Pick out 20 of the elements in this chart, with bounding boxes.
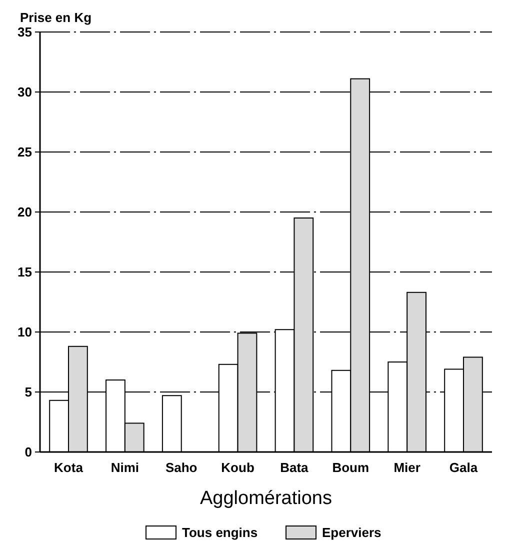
x-tick-label: Nimi — [110, 460, 140, 475]
y-axis-title: Prise en Kg — [20, 10, 92, 25]
x-axis-title: Agglomérations — [200, 488, 332, 509]
x-tick-label: Bata — [280, 460, 310, 475]
y-tick-label: 10 — [18, 324, 32, 340]
x-tick-label: Mier — [394, 460, 420, 475]
y-tick-label: 0 — [24, 444, 32, 460]
y-tick-label: 25 — [18, 144, 32, 160]
x-tick-label: Gala — [449, 460, 478, 475]
y-tick-label: 5 — [24, 384, 32, 400]
x-tick-label: Saho — [165, 460, 198, 475]
x-tick-label: Boum — [332, 460, 370, 475]
y-tick-label: 15 — [18, 264, 32, 280]
y-tick-label: 30 — [18, 84, 32, 100]
x-tick-label: Kota — [54, 460, 84, 475]
legend-label: Tous engins — [182, 525, 258, 540]
legend-label: Eperviers — [322, 525, 382, 540]
y-tick-label: 20 — [18, 204, 32, 220]
x-tick-label: Koub — [221, 460, 254, 475]
y-tick-label: 35 — [18, 24, 32, 40]
